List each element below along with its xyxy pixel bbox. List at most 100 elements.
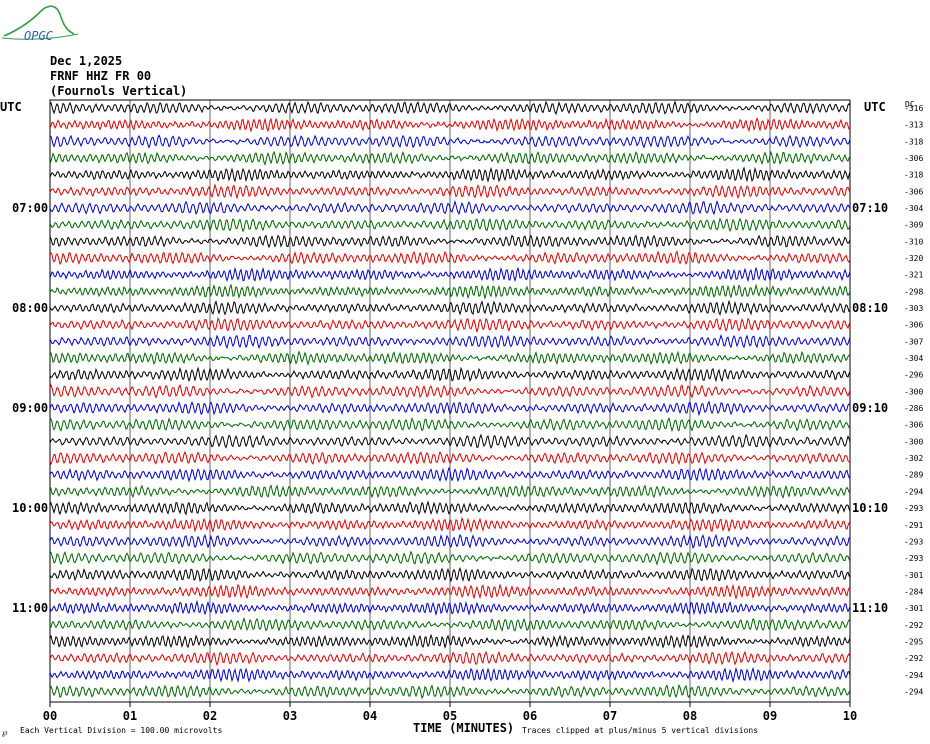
seismic-trace [49,533,851,549]
dc-offset-label: -320 [904,254,923,263]
dc-offset-label: -292 [904,621,923,630]
dc-offset-label: -286 [904,404,923,413]
dc-offset-label: -304 [904,204,923,213]
left-time-label: 09:00 [12,401,48,415]
right-time-labels: 07:10 08:10 09:10 10:10 11:10 [852,201,888,615]
footer-scale-note: Each Vertical Division = 100.00 microvol… [20,726,222,735]
right-time-label: 11:10 [852,601,888,615]
dc-offset-label: -284 [904,587,923,596]
trace-rows [49,100,851,700]
x-tick-label: 05 [443,709,457,723]
x-tick-label: 01 [123,709,137,723]
dc-offset-label: -310 [904,237,923,246]
dc-offset-label: -306 [904,421,923,430]
dc-offset-label: -294 [904,487,923,496]
seismic-trace [49,234,851,249]
dc-offset-label: -306 [904,321,923,330]
seismic-trace [49,450,851,466]
seismic-trace [49,550,851,566]
footer-corner-mark: ℘ [2,728,8,737]
x-axis-title: TIME (MINUTES) [413,721,514,735]
seismic-trace [49,283,851,300]
footer-clip-note: Traces clipped at plus/minus 5 vertical … [522,726,758,735]
seismic-trace [49,299,851,316]
minute-grid [129,100,771,702]
dc-offset-label: -293 [904,554,923,563]
dc-offset-label: -296 [904,371,923,380]
seismic-trace [49,516,851,534]
seismic-trace [49,400,851,417]
dc-offset-label: -307 [904,337,923,346]
dc-offset-label: -304 [904,354,923,363]
seismic-trace [49,334,851,350]
dc-offset-label: -289 [904,471,923,480]
dc-offset-label: -301 [904,604,923,613]
dc-offset-label: -300 [904,387,923,396]
dc-offset-label: -303 [904,304,923,313]
right-dc-label: DC [905,100,915,109]
seismic-trace [49,134,851,149]
left-utc-label: UTC [0,100,22,114]
dc-offset-label: -294 [904,671,923,680]
x-tick-label: 02 [203,709,217,723]
dc-offset-label: -300 [904,437,923,446]
dc-offset-label: -309 [904,221,923,230]
seismic-trace [49,683,851,700]
dc-offset-label: -294 [904,687,923,696]
dc-offset-label: -293 [904,504,923,513]
seismic-trace [49,266,851,283]
right-time-label: 10:10 [852,501,888,515]
seismic-trace [49,583,851,600]
seismic-trace [49,199,851,216]
left-time-labels: 07:00 08:00 09:00 10:00 11:00 [12,201,48,615]
right-utc-label: UTC [864,100,886,114]
seismic-trace [49,116,851,133]
left-time-label: 07:00 [12,201,48,215]
right-time-label: 08:10 [852,301,888,315]
x-tick-label: 08 [683,709,697,723]
opgc-logo: OPGC [1,5,79,43]
dc-offset-label: -292 [904,654,923,663]
x-tick-label: 06 [523,709,537,723]
dc-offset-label: -306 [904,187,923,196]
seismic-trace [49,633,851,649]
dc-offset-label: -316 [904,104,923,113]
header-location: (Fournols Vertical) [50,84,187,98]
seismic-trace [49,366,851,383]
x-tick-label: 00 [43,709,57,723]
dc-offset-label: -295 [904,637,923,646]
seismic-trace [49,350,851,366]
logo-underline-swoosh [1,33,79,40]
x-tick-label: 04 [363,709,377,723]
seismic-trace [49,566,851,583]
dc-offset-label: -291 [904,521,923,530]
seismic-trace [49,433,851,449]
seismic-trace [49,100,851,116]
seismic-trace [49,316,851,334]
header-date: Dec 1,2025 [50,54,122,68]
seismic-trace [49,599,851,617]
logo-text: OPGC [24,29,54,43]
x-tick-label: 07 [603,709,617,723]
seismic-trace [49,150,851,166]
left-time-label: 08:00 [12,301,48,315]
left-time-label: 11:00 [12,601,48,615]
seismic-trace [49,166,851,183]
seismic-trace [49,383,851,399]
dc-offset-label: -301 [904,571,923,580]
x-tick-label: 09 [763,709,777,723]
seismic-trace [49,250,851,266]
header-station: FRNF HHZ FR 00 [50,69,151,83]
dc-offset-label: -298 [904,287,923,296]
dc-offset-label: -306 [904,154,923,163]
x-tick-label: 10 [843,709,857,723]
dc-offset-label: -302 [904,454,923,463]
x-tick-label: 03 [283,709,297,723]
seismic-trace [49,416,851,433]
seismic-trace [49,500,851,516]
seismic-trace [49,650,851,667]
right-time-label: 07:10 [852,201,888,215]
left-time-label: 10:00 [12,501,48,515]
logo-mountain-swoosh [3,5,75,37]
